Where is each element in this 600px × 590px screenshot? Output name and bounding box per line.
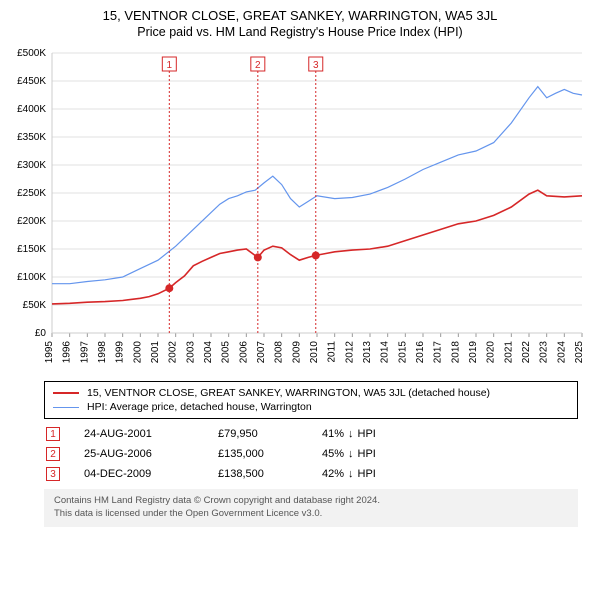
- svg-text:2020: 2020: [486, 341, 497, 364]
- chart-title: 15, VENTNOR CLOSE, GREAT SANKEY, WARRING…: [8, 8, 592, 39]
- svg-text:1998: 1998: [97, 341, 108, 364]
- svg-text:2024: 2024: [556, 341, 567, 364]
- svg-text:2021: 2021: [503, 341, 514, 364]
- down-arrow-icon: ↓: [348, 428, 354, 440]
- footer-line1: Contains HM Land Registry data © Crown c…: [54, 495, 568, 508]
- event-marker-1: 1: [46, 427, 60, 441]
- svg-text:2001: 2001: [150, 341, 161, 364]
- event-date: 04-DEC-2009: [84, 468, 194, 480]
- svg-text:3: 3: [313, 60, 319, 71]
- svg-text:2: 2: [255, 60, 261, 71]
- legend-row-hpi: HPI: Average price, detached house, Warr…: [53, 400, 569, 414]
- svg-text:£150K: £150K: [17, 244, 46, 255]
- svg-text:2013: 2013: [362, 341, 373, 364]
- svg-text:2010: 2010: [309, 341, 320, 364]
- event-date: 25-AUG-2006: [84, 448, 194, 460]
- svg-text:2005: 2005: [221, 341, 232, 364]
- svg-text:2022: 2022: [521, 341, 532, 364]
- svg-text:£500K: £500K: [17, 48, 46, 59]
- svg-text:2019: 2019: [468, 341, 479, 364]
- svg-text:2007: 2007: [256, 341, 267, 364]
- svg-text:2014: 2014: [380, 341, 391, 364]
- legend-row-property: 15, VENTNOR CLOSE, GREAT SANKEY, WARRING…: [53, 386, 569, 400]
- svg-text:1996: 1996: [62, 341, 73, 364]
- svg-text:2018: 2018: [450, 341, 461, 364]
- legend-label-hpi: HPI: Average price, detached house, Warr…: [87, 401, 312, 413]
- event-marker-2: 2: [46, 447, 60, 461]
- svg-text:£100K: £100K: [17, 272, 46, 283]
- event-diff: 41% ↓ HPI: [322, 428, 376, 440]
- event-date: 24-AUG-2001: [84, 428, 194, 440]
- svg-text:£400K: £400K: [17, 104, 46, 115]
- event-row: 3 04-DEC-2009 £138,500 42% ↓ HPI: [46, 467, 578, 481]
- legend: 15, VENTNOR CLOSE, GREAT SANKEY, WARRING…: [44, 381, 578, 419]
- svg-text:2006: 2006: [238, 341, 249, 364]
- title-line1: 15, VENTNOR CLOSE, GREAT SANKEY, WARRING…: [8, 8, 592, 23]
- event-row: 2 25-AUG-2006 £135,000 45% ↓ HPI: [46, 447, 578, 461]
- title-line2: Price paid vs. HM Land Registry's House …: [8, 25, 592, 39]
- svg-text:2002: 2002: [168, 341, 179, 364]
- legend-swatch-blue: [53, 407, 79, 408]
- event-diff: 45% ↓ HPI: [322, 448, 376, 460]
- svg-text:2016: 2016: [415, 341, 426, 364]
- svg-text:2025: 2025: [574, 341, 585, 364]
- svg-text:£300K: £300K: [17, 160, 46, 171]
- svg-text:1997: 1997: [79, 341, 90, 364]
- down-arrow-icon: ↓: [348, 468, 354, 480]
- svg-text:£350K: £350K: [17, 132, 46, 143]
- svg-text:2011: 2011: [327, 341, 338, 363]
- svg-text:1999: 1999: [115, 341, 126, 364]
- svg-text:2008: 2008: [274, 341, 285, 364]
- sale-events: 1 24-AUG-2001 £79,950 41% ↓ HPI 2 25-AUG…: [46, 427, 578, 481]
- svg-text:2000: 2000: [132, 341, 143, 364]
- svg-text:2009: 2009: [291, 341, 302, 364]
- svg-text:£0: £0: [35, 328, 47, 339]
- event-row: 1 24-AUG-2001 £79,950 41% ↓ HPI: [46, 427, 578, 441]
- legend-swatch-red: [53, 392, 79, 394]
- svg-text:£450K: £450K: [17, 76, 46, 87]
- price-chart: £0 £50K £100K £150K £200K £250K £300K £350K £400…: [8, 45, 592, 375]
- svg-text:2023: 2023: [539, 341, 550, 364]
- event-price: £79,950: [218, 428, 298, 440]
- svg-text:2003: 2003: [185, 341, 196, 364]
- svg-text:£250K: £250K: [17, 188, 46, 199]
- svg-text:1: 1: [167, 60, 173, 71]
- svg-text:1995: 1995: [44, 341, 55, 364]
- down-arrow-icon: ↓: [348, 448, 354, 460]
- event-marker-3: 3: [46, 467, 60, 481]
- event-price: £138,500: [218, 468, 298, 480]
- svg-text:2004: 2004: [203, 341, 214, 364]
- license-footer: Contains HM Land Registry data © Crown c…: [44, 489, 578, 527]
- chart-svg: £0 £50K £100K £150K £200K £250K £300K £350K £400…: [8, 45, 592, 375]
- event-diff: 42% ↓ HPI: [322, 468, 376, 480]
- footer-line2: This data is licensed under the Open Gov…: [54, 508, 568, 521]
- svg-text:2012: 2012: [344, 341, 355, 364]
- svg-text:£50K: £50K: [23, 300, 47, 311]
- event-price: £135,000: [218, 448, 298, 460]
- svg-text:2017: 2017: [433, 341, 444, 364]
- svg-text:£200K: £200K: [17, 216, 46, 227]
- legend-label-property: 15, VENTNOR CLOSE, GREAT SANKEY, WARRING…: [87, 387, 490, 399]
- svg-text:2015: 2015: [397, 341, 408, 364]
